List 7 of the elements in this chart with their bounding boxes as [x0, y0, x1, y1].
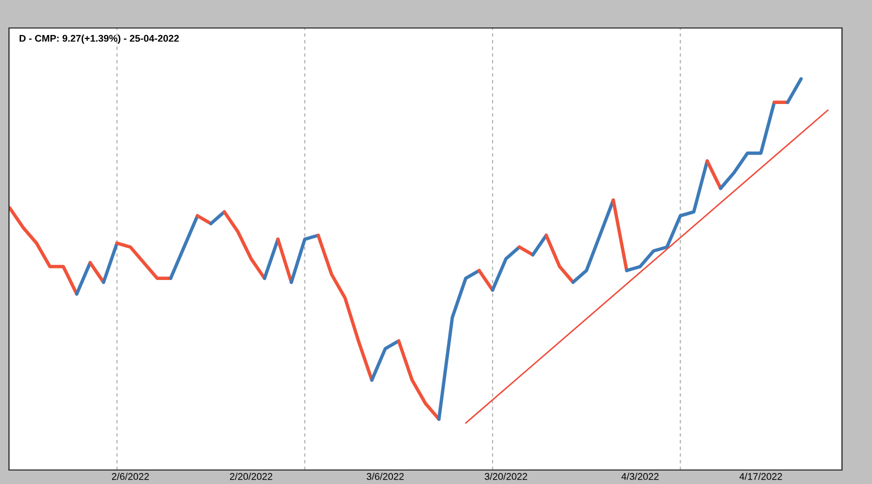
x-tick-label: 2/6/2022: [112, 472, 149, 480]
x-tick-label: 3/6/2022: [366, 472, 404, 480]
x-tick-label: 4/17/2022: [739, 472, 782, 480]
x-tick-label: 3/20/2022: [484, 472, 528, 480]
x-tick-label: 2/20/2022: [230, 472, 272, 480]
x-tick-label: 4/3/2022: [621, 472, 659, 480]
chart-title: D - CMP: 9.27(+1.39%) - 25-04-2022: [20, 34, 179, 44]
